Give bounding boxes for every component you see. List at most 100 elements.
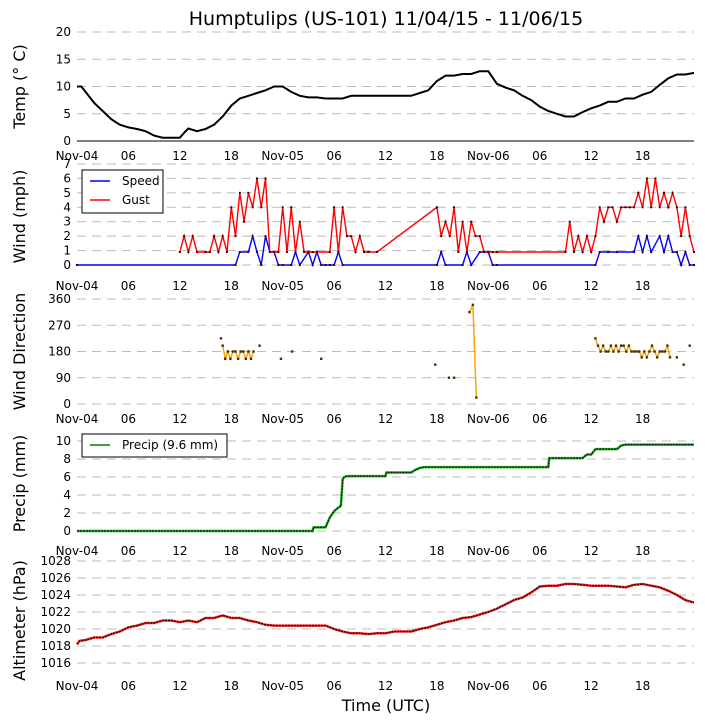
data-point	[622, 344, 625, 347]
x-tick-label: 06	[532, 679, 547, 693]
y-axis-label: Precip (mm)	[10, 435, 29, 533]
y-tick-label: 3	[63, 215, 71, 229]
data-point	[290, 264, 293, 266]
data-point	[667, 235, 670, 238]
x-tick-label: Nov-04	[56, 544, 99, 558]
x-tick-label: 18	[429, 279, 444, 293]
legend-box	[81, 169, 164, 214]
data-point	[183, 235, 186, 238]
x-tick-label: Nov-06	[467, 679, 510, 693]
x-tick-label: 06	[532, 149, 547, 163]
y-axis-label: Temp (° C)	[10, 44, 29, 129]
data-point	[645, 177, 648, 180]
data-point	[596, 344, 600, 347]
y-tick-label: 270	[48, 318, 71, 332]
data-point	[260, 206, 263, 209]
x-tick-label: 18	[635, 149, 650, 163]
data-point	[242, 350, 245, 353]
x-tick-label: 06	[121, 279, 136, 293]
data-point	[453, 206, 456, 209]
data-point	[76, 264, 78, 266]
data-point	[217, 251, 220, 254]
panel-temp: 0 5 10 15 20 Nov-04 06 12 18 Nov-05 06 12 18 Nov-06 06…	[10, 25, 695, 163]
y-tick-label: 5	[63, 107, 71, 121]
data-point	[465, 251, 468, 254]
data-point	[599, 350, 602, 353]
data-point	[333, 264, 336, 266]
data-point	[598, 251, 601, 254]
data-point	[643, 350, 646, 353]
data-point	[290, 206, 293, 209]
series-line-altimeter	[76, 583, 695, 645]
data-point	[260, 264, 263, 266]
x-tick-label: 12	[172, 279, 187, 293]
data-point	[650, 251, 653, 254]
data-point	[666, 344, 669, 347]
x-tick-label: 12	[584, 412, 599, 426]
x-tick-label: 18	[224, 679, 239, 693]
data-point	[230, 206, 233, 209]
x-tick-label: Nov-05	[261, 149, 304, 163]
data-point	[573, 251, 576, 254]
data-point	[609, 344, 613, 347]
x-tick-label: 06	[326, 279, 341, 293]
y-tick-label: 0	[63, 258, 71, 272]
data-point	[208, 251, 211, 254]
x-tick-label: 18	[635, 412, 650, 426]
x-tick-label: 12	[378, 412, 393, 426]
x-tick-label: 06	[326, 412, 341, 426]
data-point	[684, 251, 687, 254]
y-tick-label: 360	[48, 292, 71, 306]
data-point	[358, 235, 361, 238]
x-tick-label: 12	[584, 149, 599, 163]
x-axis-label: Time (UTC)	[341, 696, 430, 715]
y-tick-label: 1018	[40, 639, 71, 653]
data-point	[614, 344, 618, 347]
y-tick-label: 1	[63, 244, 71, 258]
chart-title: Humptulips (US-101) 11/04/15 - 11/06/15	[189, 8, 584, 30]
y-tick-label: 6	[63, 470, 71, 484]
data-point	[658, 206, 661, 209]
data-point	[594, 264, 597, 266]
y-tick-label: 0	[63, 134, 71, 148]
legend-label: Precip (9.6 mm)	[122, 438, 218, 452]
data-point	[653, 350, 656, 353]
data-point	[633, 251, 636, 254]
data-point	[225, 251, 228, 254]
data-point	[303, 251, 306, 254]
x-tick-label: 06	[326, 679, 341, 693]
data-point	[667, 206, 670, 209]
x-tick-label: 18	[635, 679, 650, 693]
y-tick-label: 4	[63, 200, 71, 214]
data-point	[594, 235, 597, 238]
series-line-altimeter-glow	[76, 582, 695, 646]
data-point	[637, 350, 641, 353]
x-tick-label: Nov-05	[261, 544, 304, 558]
x-tick-label: 18	[429, 149, 444, 163]
y-axis-label: Wind (mph)	[10, 170, 29, 264]
x-tick-label: Nov-04	[56, 679, 99, 693]
data-point	[277, 251, 280, 254]
x-tick-label: 06	[326, 544, 341, 558]
data-point	[231, 350, 235, 353]
data-point	[255, 177, 258, 180]
x-tick-label: 06	[326, 149, 341, 163]
data-point	[487, 251, 490, 254]
x-tick-label: 12	[172, 412, 187, 426]
y-tick-label: 90	[56, 371, 71, 385]
data-point	[363, 251, 366, 254]
y-tick-label: 1028	[40, 554, 71, 568]
data-point	[612, 350, 615, 353]
x-tick-label: 12	[584, 544, 599, 558]
data-point	[204, 251, 207, 254]
data-point	[457, 251, 460, 254]
data-point	[264, 177, 267, 180]
data-point	[611, 206, 614, 209]
x-tick-label: Nov-06	[467, 149, 510, 163]
data-point	[221, 344, 224, 347]
x-tick-label: 18	[429, 412, 444, 426]
series-line-precip-glow	[77, 443, 694, 533]
data-point	[632, 350, 636, 353]
data-point	[178, 251, 181, 254]
y-tick-label: 8	[63, 452, 71, 466]
